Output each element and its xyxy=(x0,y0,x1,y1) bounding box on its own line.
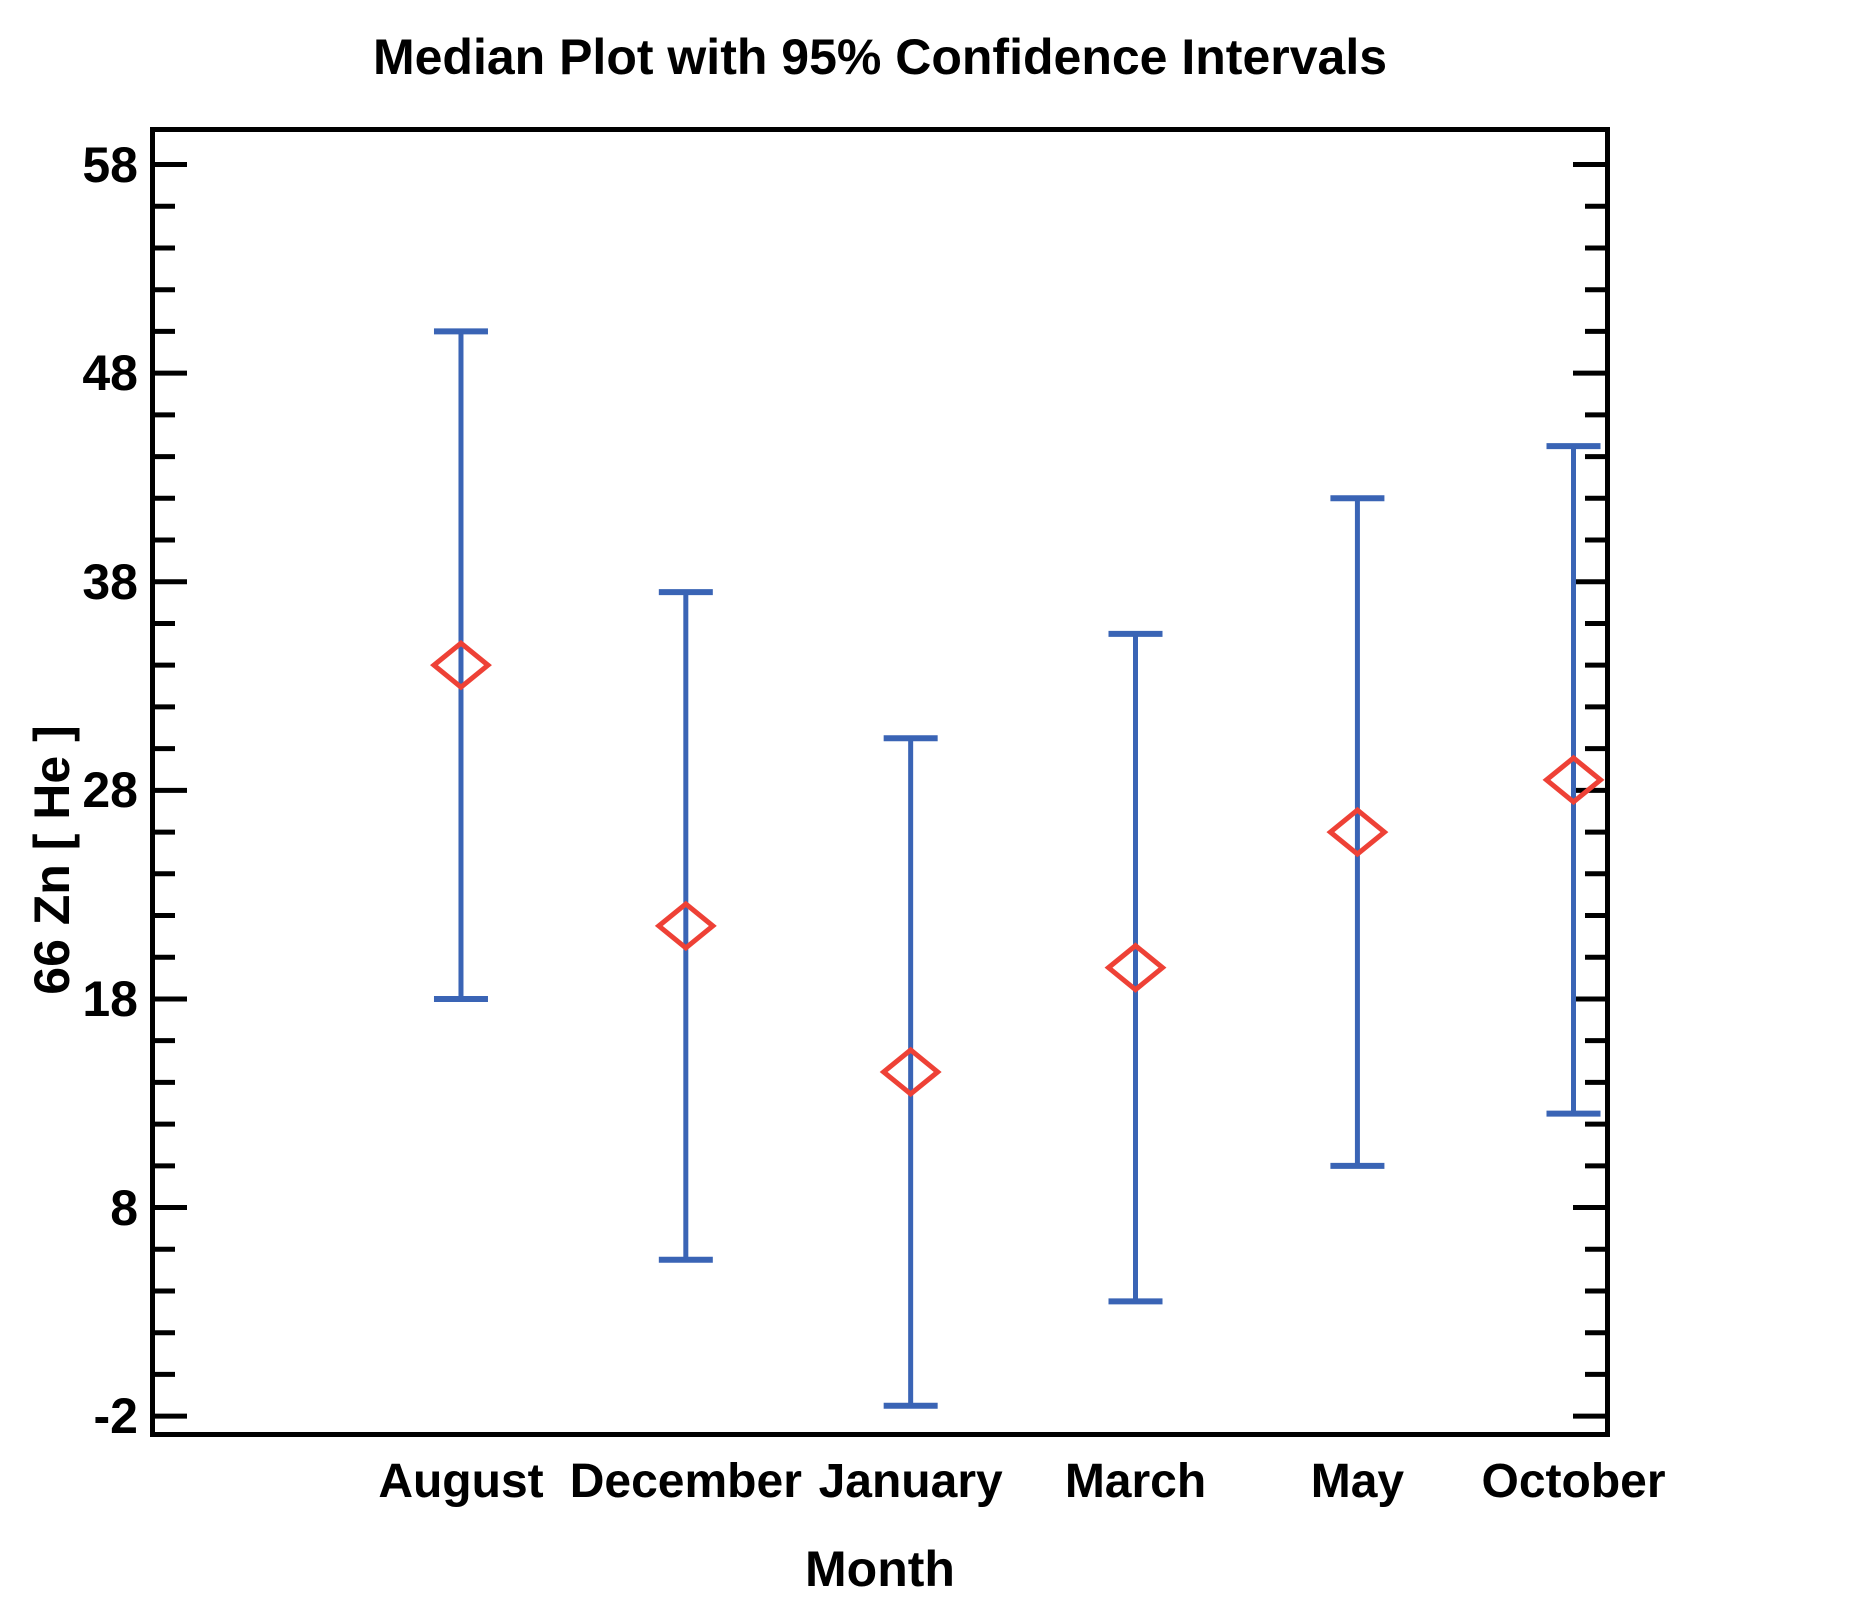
median-marker-august xyxy=(430,639,492,691)
y-tick-label: 18 xyxy=(82,970,138,1027)
x-tick-label-october: October xyxy=(1481,1455,1666,1508)
y-tick-label: 8 xyxy=(110,1179,138,1236)
plot-area xyxy=(150,127,1610,1437)
median-marker-december xyxy=(654,900,717,952)
x-axis-label: Month xyxy=(805,1541,955,1597)
chart-canvas xyxy=(150,127,1610,1437)
x-tick-label-august: August xyxy=(378,1455,544,1508)
median-marker-march xyxy=(1104,942,1167,993)
y-tick-label: 58 xyxy=(82,136,138,193)
median-marker-january xyxy=(879,1046,942,1098)
plot-border xyxy=(150,127,1610,1437)
y-tick-label: 28 xyxy=(82,762,138,819)
median-marker-october xyxy=(1542,754,1605,806)
x-tick-label-may: May xyxy=(1310,1455,1405,1508)
x-tick-label-march: March xyxy=(1064,1455,1207,1508)
y-tick-label: 48 xyxy=(82,345,138,402)
y-tick-label: 38 xyxy=(82,553,138,610)
median-marker-may xyxy=(1326,806,1389,858)
chart-title: Median Plot with 95% Confidence Interval… xyxy=(372,29,1388,85)
y-tick-label: -2 xyxy=(93,1388,138,1445)
x-tick-label-january: January xyxy=(818,1455,1003,1508)
x-tick-label-december: December xyxy=(569,1455,802,1508)
